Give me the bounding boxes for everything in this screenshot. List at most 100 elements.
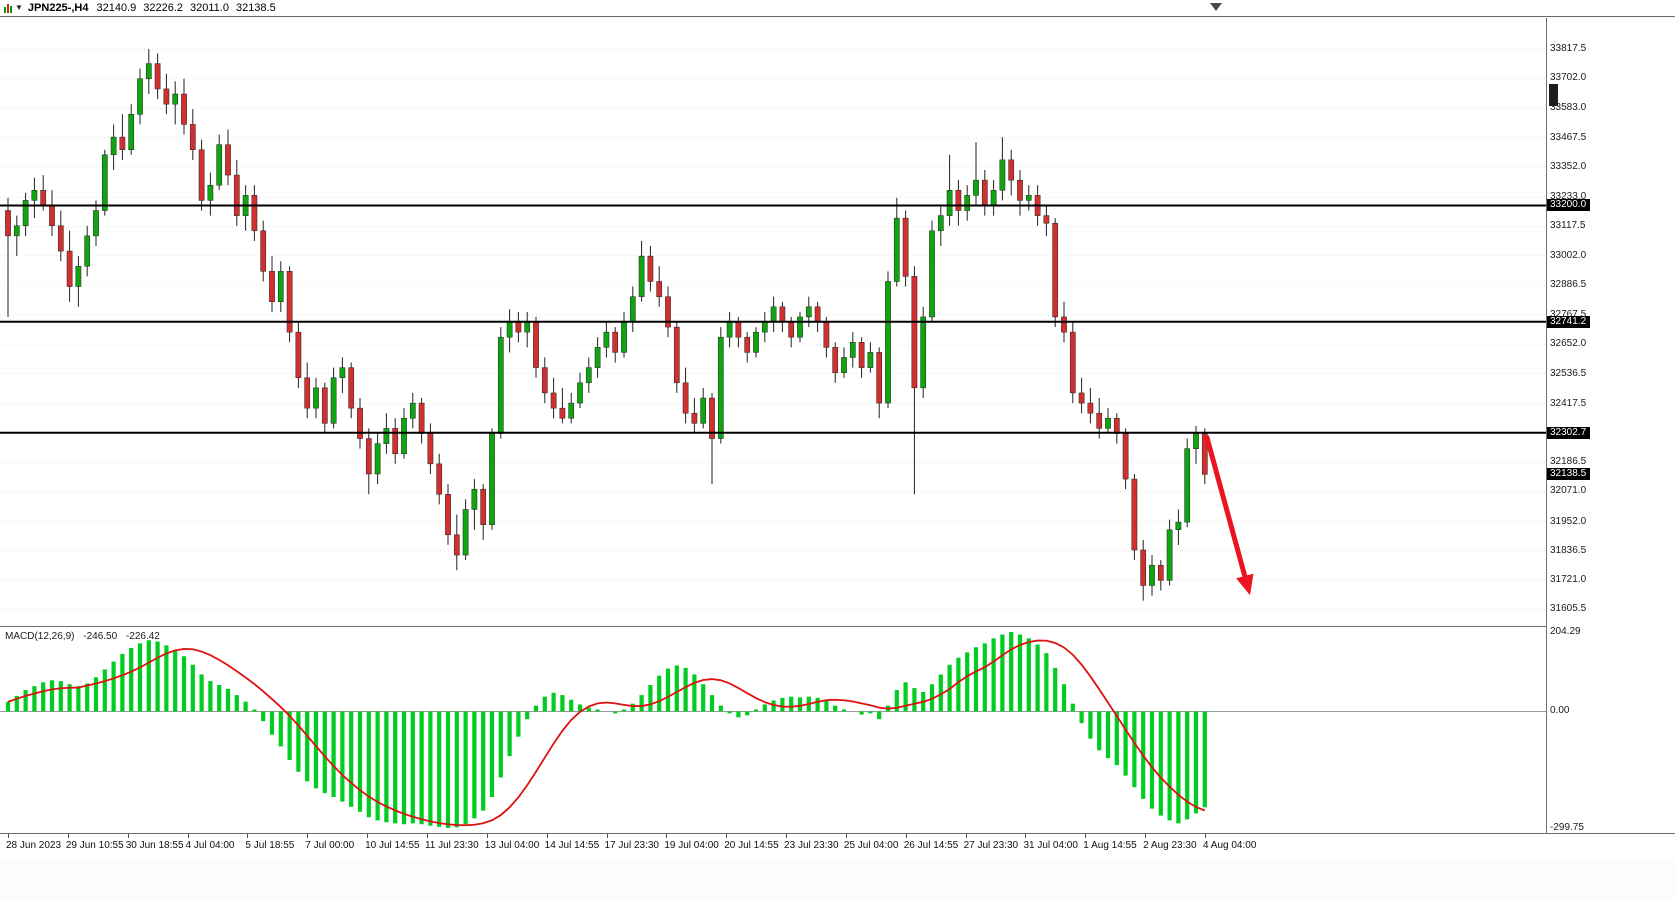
candle-body: [981, 179, 988, 206]
candle-body: [401, 418, 407, 454]
candle-body: [1087, 402, 1094, 414]
candle-body: [22, 200, 29, 226]
candle-body: [1122, 433, 1129, 480]
macd-signal-line: [7, 639, 1206, 827]
price-axis[interactable]: 33817.5 33702.0 33583.0 33467.5 33352.0 33233…: [1546, 18, 1675, 833]
candle-body: [797, 316, 803, 338]
candle-body: [1008, 159, 1015, 181]
candle-body: [832, 347, 839, 373]
time-axis-tick: [367, 834, 369, 838]
price-tick-label: 33583.0: [1550, 102, 1587, 114]
candle-body: [709, 397, 715, 439]
candle-body: [990, 190, 997, 206]
candle-body: [770, 306, 777, 323]
macd-name-label: MACD(12,26,9): [5, 631, 75, 642]
candle-body: [251, 195, 258, 232]
candle-body: [154, 63, 161, 90]
chevron-down-icon[interactable]: ▼: [15, 3, 23, 12]
time-axis-label: 17 Jul 23:30: [604, 840, 660, 851]
time-axis-label: 19 Jul 04:00: [664, 840, 719, 851]
candle-body: [1184, 448, 1191, 523]
candle-body: [365, 438, 372, 475]
candle-body: [1052, 222, 1059, 318]
candle-body: [814, 306, 821, 323]
panel-separator-bottom[interactable]: [0, 833, 1675, 834]
candle-body: [1140, 549, 1147, 586]
time-axis-tick: [307, 834, 309, 838]
candle-body: [304, 377, 311, 409]
time-axis-label: 11 Jul 23:30: [424, 840, 479, 851]
candle-body: [233, 174, 240, 216]
candle-body: [330, 377, 337, 424]
candle-body: [876, 352, 883, 404]
price-tick-label: 32536.5: [1550, 367, 1587, 379]
scrollbar-thumb[interactable]: [1549, 84, 1558, 106]
candle-body: [84, 235, 91, 267]
candle-body: [665, 296, 671, 328]
time-axis-tick: [1025, 834, 1027, 838]
time-axis-label: 25 Jul 04:00: [843, 840, 899, 851]
price-tick-label: 31952.0: [1550, 515, 1587, 527]
candle-body: [682, 382, 689, 414]
level-price-label: 32741.2: [1547, 315, 1591, 328]
time-axis-label: 4 Aug 04:00: [1203, 840, 1257, 851]
time-axis-tick: [486, 834, 488, 838]
macd-indicator-readout: MACD(12,26,9) -246.50 -226.42: [5, 631, 166, 642]
candle-body: [779, 306, 786, 323]
candle-body: [286, 271, 293, 333]
candle-body: [656, 281, 663, 297]
time-axis-tick: [67, 834, 69, 838]
candle-body: [533, 321, 539, 368]
candle-body: [585, 367, 592, 384]
candle-body: [594, 347, 601, 368]
candle-body: [101, 154, 108, 211]
candle-body: [885, 281, 891, 404]
trend-arrow[interactable]: [1204, 435, 1254, 596]
candle-body: [524, 321, 531, 333]
panel-separator[interactable]: [0, 626, 1675, 627]
time-axis-tick: [786, 834, 788, 838]
candle-body: [49, 205, 55, 226]
candle-body: [1069, 331, 1076, 394]
macd-indicator-canvas[interactable]: [0, 627, 1546, 833]
price-tick-label: 32767.5: [1550, 309, 1587, 321]
candle-body: [1175, 521, 1182, 530]
candle-body: [445, 494, 451, 536]
candle-body: [348, 367, 355, 409]
candlestick-chart-canvas[interactable]: [0, 18, 1546, 626]
candle-body: [541, 367, 548, 394]
candle-body: [1131, 478, 1138, 551]
time-axis-tick: [8, 834, 9, 838]
candle-body: [269, 271, 275, 302]
candle-body: [480, 488, 487, 525]
time-axis[interactable]: 28 Jun 2023 29 Jun 10:55 30 Jun 18:55 4 Jul…: [0, 834, 1675, 858]
candle-body: [277, 271, 284, 302]
candle-body: [57, 225, 64, 252]
macd-main-value: -246.50: [83, 631, 118, 642]
candle-body: [128, 114, 135, 150]
candle-body: [929, 230, 935, 318]
candle-body: [647, 255, 654, 282]
candle-body: [1105, 418, 1111, 429]
candle-body: [788, 321, 795, 338]
candle-body: [603, 331, 610, 348]
time-axis-label: 2 Aug 23:30: [1143, 840, 1197, 851]
candle-body: [137, 78, 143, 115]
time-axis-tick: [187, 834, 189, 838]
candle-body: [392, 428, 399, 454]
time-axis-label: 20 Jul 14:55: [724, 840, 779, 851]
candle-body: [999, 159, 1006, 191]
candle-body: [673, 326, 680, 384]
candle-body: [462, 509, 469, 556]
candle-body: [858, 342, 865, 368]
candle-body: [295, 331, 302, 378]
candle-body: [207, 184, 214, 201]
candle-body: [357, 407, 363, 439]
candle-body: [1043, 215, 1050, 224]
candle-body: [629, 296, 636, 323]
time-axis-label: 26 Jul 14:55: [903, 840, 959, 851]
candle-body: [805, 306, 812, 318]
chart-shift-marker[interactable]: [1210, 3, 1222, 11]
candle-body: [489, 433, 495, 525]
candle-body: [93, 210, 99, 237]
